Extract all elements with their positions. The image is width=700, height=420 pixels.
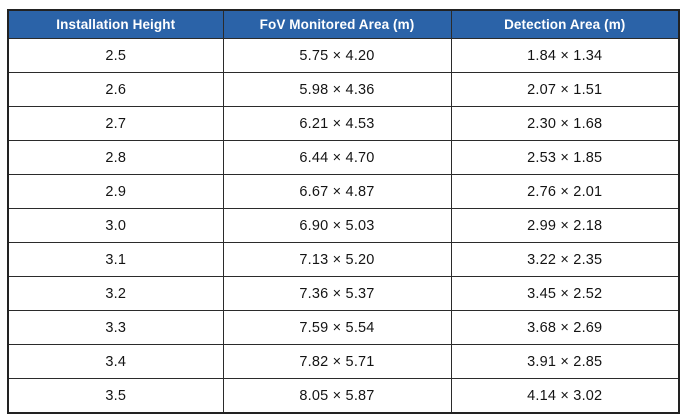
table-cell: 6.90 × 5.03: [222, 208, 452, 243]
table-cell: 2.53 × 1.85: [450, 140, 680, 175]
table-row: 3.2 7.36 × 5.37 3.45 × 2.52: [7, 276, 680, 311]
installation-height-spec-table: Installation Height FoV Monitored Area (m…: [7, 9, 680, 414]
column-header: Detection Area (m): [450, 9, 680, 39]
table-cell: 3.68 × 2.69: [450, 310, 680, 345]
header-row: Installation Height FoV Monitored Area (m…: [7, 9, 680, 39]
table-cell: 3.91 × 2.85: [450, 344, 680, 379]
table-cell: 2.30 × 1.68: [450, 106, 680, 141]
table-row: 3.5 8.05 × 5.87 4.14 × 3.02: [7, 378, 680, 414]
table-cell: 6.44 × 4.70: [222, 140, 452, 175]
table-cell: 2.99 × 2.18: [450, 208, 680, 243]
table-cell: 2.8: [7, 140, 224, 175]
table-row: 3.4 7.82 × 5.71 3.91 × 2.85: [7, 344, 680, 379]
table-cell: 2.9: [7, 174, 224, 209]
table-row: 2.5 5.75 × 4.20 1.84 × 1.34: [7, 38, 680, 73]
table-row: 2.7 6.21 × 4.53 2.30 × 1.68: [7, 106, 680, 141]
table-cell: 3.5: [7, 378, 224, 414]
table-cell: 6.21 × 4.53: [222, 106, 452, 141]
table-cell: 2.6: [7, 72, 224, 107]
table-cell: 3.4: [7, 344, 224, 379]
table-body: 2.5 5.75 × 4.20 1.84 × 1.34 2.6 5.98 × 4.36 2…: [7, 38, 680, 414]
column-header: FoV Monitored Area (m): [222, 9, 452, 39]
table-cell: 3.2: [7, 276, 224, 311]
table-row: 3.3 7.59 × 5.54 3.68 × 2.69: [7, 310, 680, 345]
table-cell: 5.98 × 4.36: [222, 72, 452, 107]
table-cell: 2.76 × 2.01: [450, 174, 680, 209]
table-cell: 2.07 × 1.51: [450, 72, 680, 107]
table-cell: 5.75 × 4.20: [222, 38, 452, 73]
table-cell: 4.14 × 3.02: [450, 378, 680, 414]
table-cell: 1.84 × 1.34: [450, 38, 680, 73]
table-row: 2.6 5.98 × 4.36 2.07 × 1.51: [7, 72, 680, 107]
table-cell: 7.82 × 5.71: [222, 344, 452, 379]
table-cell: 3.45 × 2.52: [450, 276, 680, 311]
table-cell: 7.36 × 5.37: [222, 276, 452, 311]
table-cell: 3.3: [7, 310, 224, 345]
table-row: 2.8 6.44 × 4.70 2.53 × 1.85: [7, 140, 680, 175]
table-row: 3.0 6.90 × 5.03 2.99 × 2.18: [7, 208, 680, 243]
table-cell: 7.59 × 5.54: [222, 310, 452, 345]
table-cell: 2.5: [7, 38, 224, 73]
table-row: 3.1 7.13 × 5.20 3.22 × 2.35: [7, 242, 680, 277]
table-cell: 3.1: [7, 242, 224, 277]
column-header: Installation Height: [7, 9, 224, 39]
table-row: 2.9 6.67 × 4.87 2.76 × 2.01: [7, 174, 680, 209]
table-header: Installation Height FoV Monitored Area (m…: [7, 9, 680, 39]
table-cell: 3.22 × 2.35: [450, 242, 680, 277]
table-cell: 7.13 × 5.20: [222, 242, 452, 277]
table-cell: 6.67 × 4.87: [222, 174, 452, 209]
table-cell: 8.05 × 5.87: [222, 378, 452, 414]
table-cell: 2.7: [7, 106, 224, 141]
table-cell: 3.0: [7, 208, 224, 243]
